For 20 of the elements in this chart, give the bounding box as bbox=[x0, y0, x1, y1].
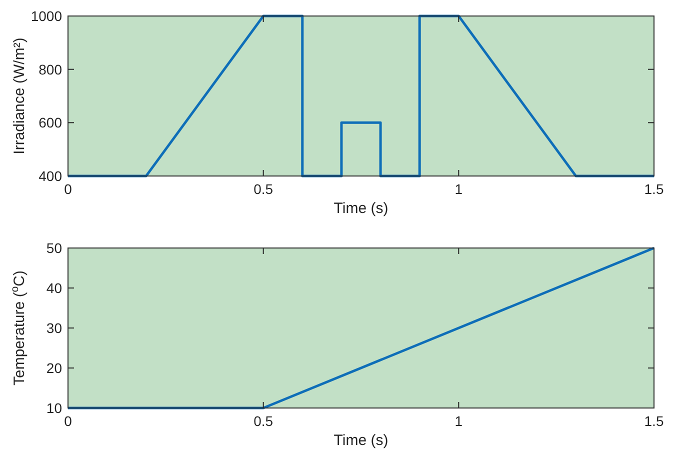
y-tick-label: 800 bbox=[38, 61, 62, 78]
x-axis-title: Time (s) bbox=[334, 432, 388, 449]
x-tick-label: 0 bbox=[64, 181, 72, 197]
y-axis-title: Irradiance (W/m²) bbox=[11, 38, 28, 154]
y-tick-label: 30 bbox=[46, 320, 62, 336]
y-tick-label: 20 bbox=[46, 360, 62, 376]
y-tick-label: 40 bbox=[46, 280, 62, 296]
y-tick-label: 10 bbox=[46, 400, 62, 416]
x-tick-label: 0.5 bbox=[254, 413, 274, 429]
y-tick-label: 400 bbox=[38, 168, 62, 184]
x-tick-label: 0 bbox=[64, 413, 72, 429]
x-axis-title: Time (s) bbox=[334, 200, 388, 217]
y-tick-label: 600 bbox=[38, 114, 62, 131]
x-tick-label: 1.5 bbox=[644, 413, 664, 429]
x-tick-label: 1.5 bbox=[644, 181, 664, 197]
x-tick-label: 1 bbox=[454, 181, 463, 197]
y-tick-label: 50 bbox=[46, 240, 62, 256]
x-tick-label: 0.5 bbox=[254, 181, 274, 197]
y-tick-label: 1000 bbox=[30, 8, 62, 24]
x-tick-label: 1 bbox=[454, 413, 463, 429]
